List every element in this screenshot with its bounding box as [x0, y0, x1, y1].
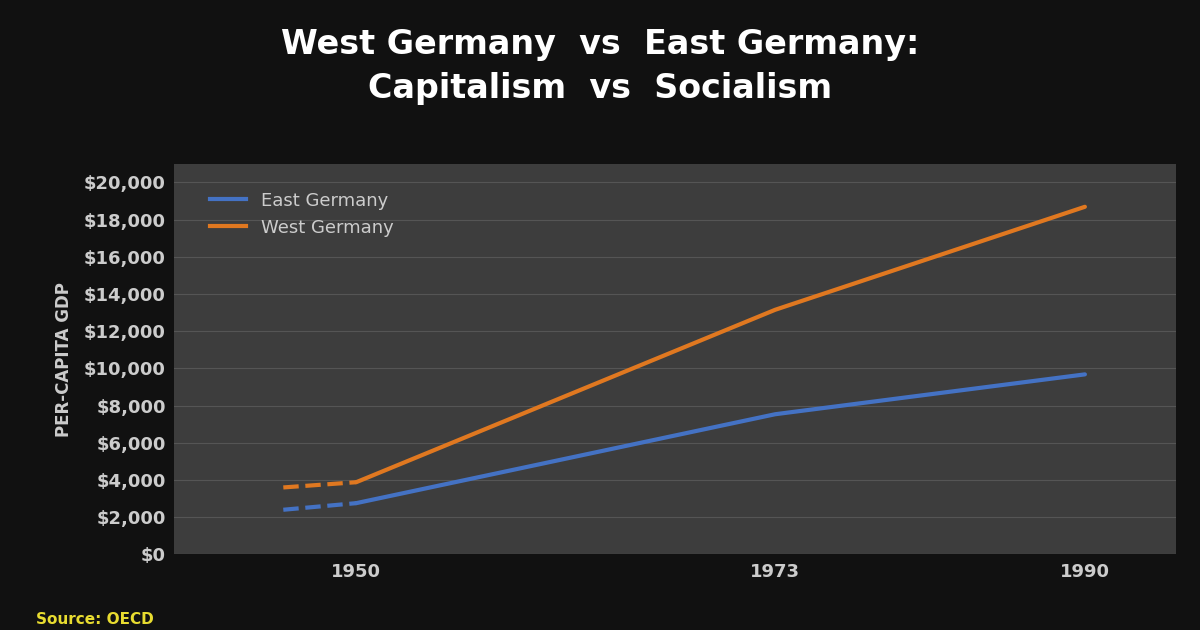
- West Germany: [768, 306, 782, 314]
- Text: West Germany  vs  East Germany:: West Germany vs East Germany:: [281, 28, 919, 61]
- Legend: East Germany, West Germany: East Germany, West Germany: [203, 185, 401, 244]
- Line: East Germany: East Germany: [356, 374, 1085, 503]
- East Germany: [1078, 370, 1092, 378]
- Text: Source: OECD: Source: OECD: [36, 612, 154, 627]
- West Germany: [1078, 203, 1092, 210]
- Text: Capitalism  vs  Socialism: Capitalism vs Socialism: [368, 72, 832, 105]
- East Germany: [349, 500, 364, 507]
- Line: West Germany: West Germany: [356, 207, 1085, 482]
- East Germany: [768, 411, 782, 418]
- West Germany: [349, 478, 364, 486]
- Y-axis label: PER-CAPITA GDP: PER-CAPITA GDP: [54, 282, 72, 437]
